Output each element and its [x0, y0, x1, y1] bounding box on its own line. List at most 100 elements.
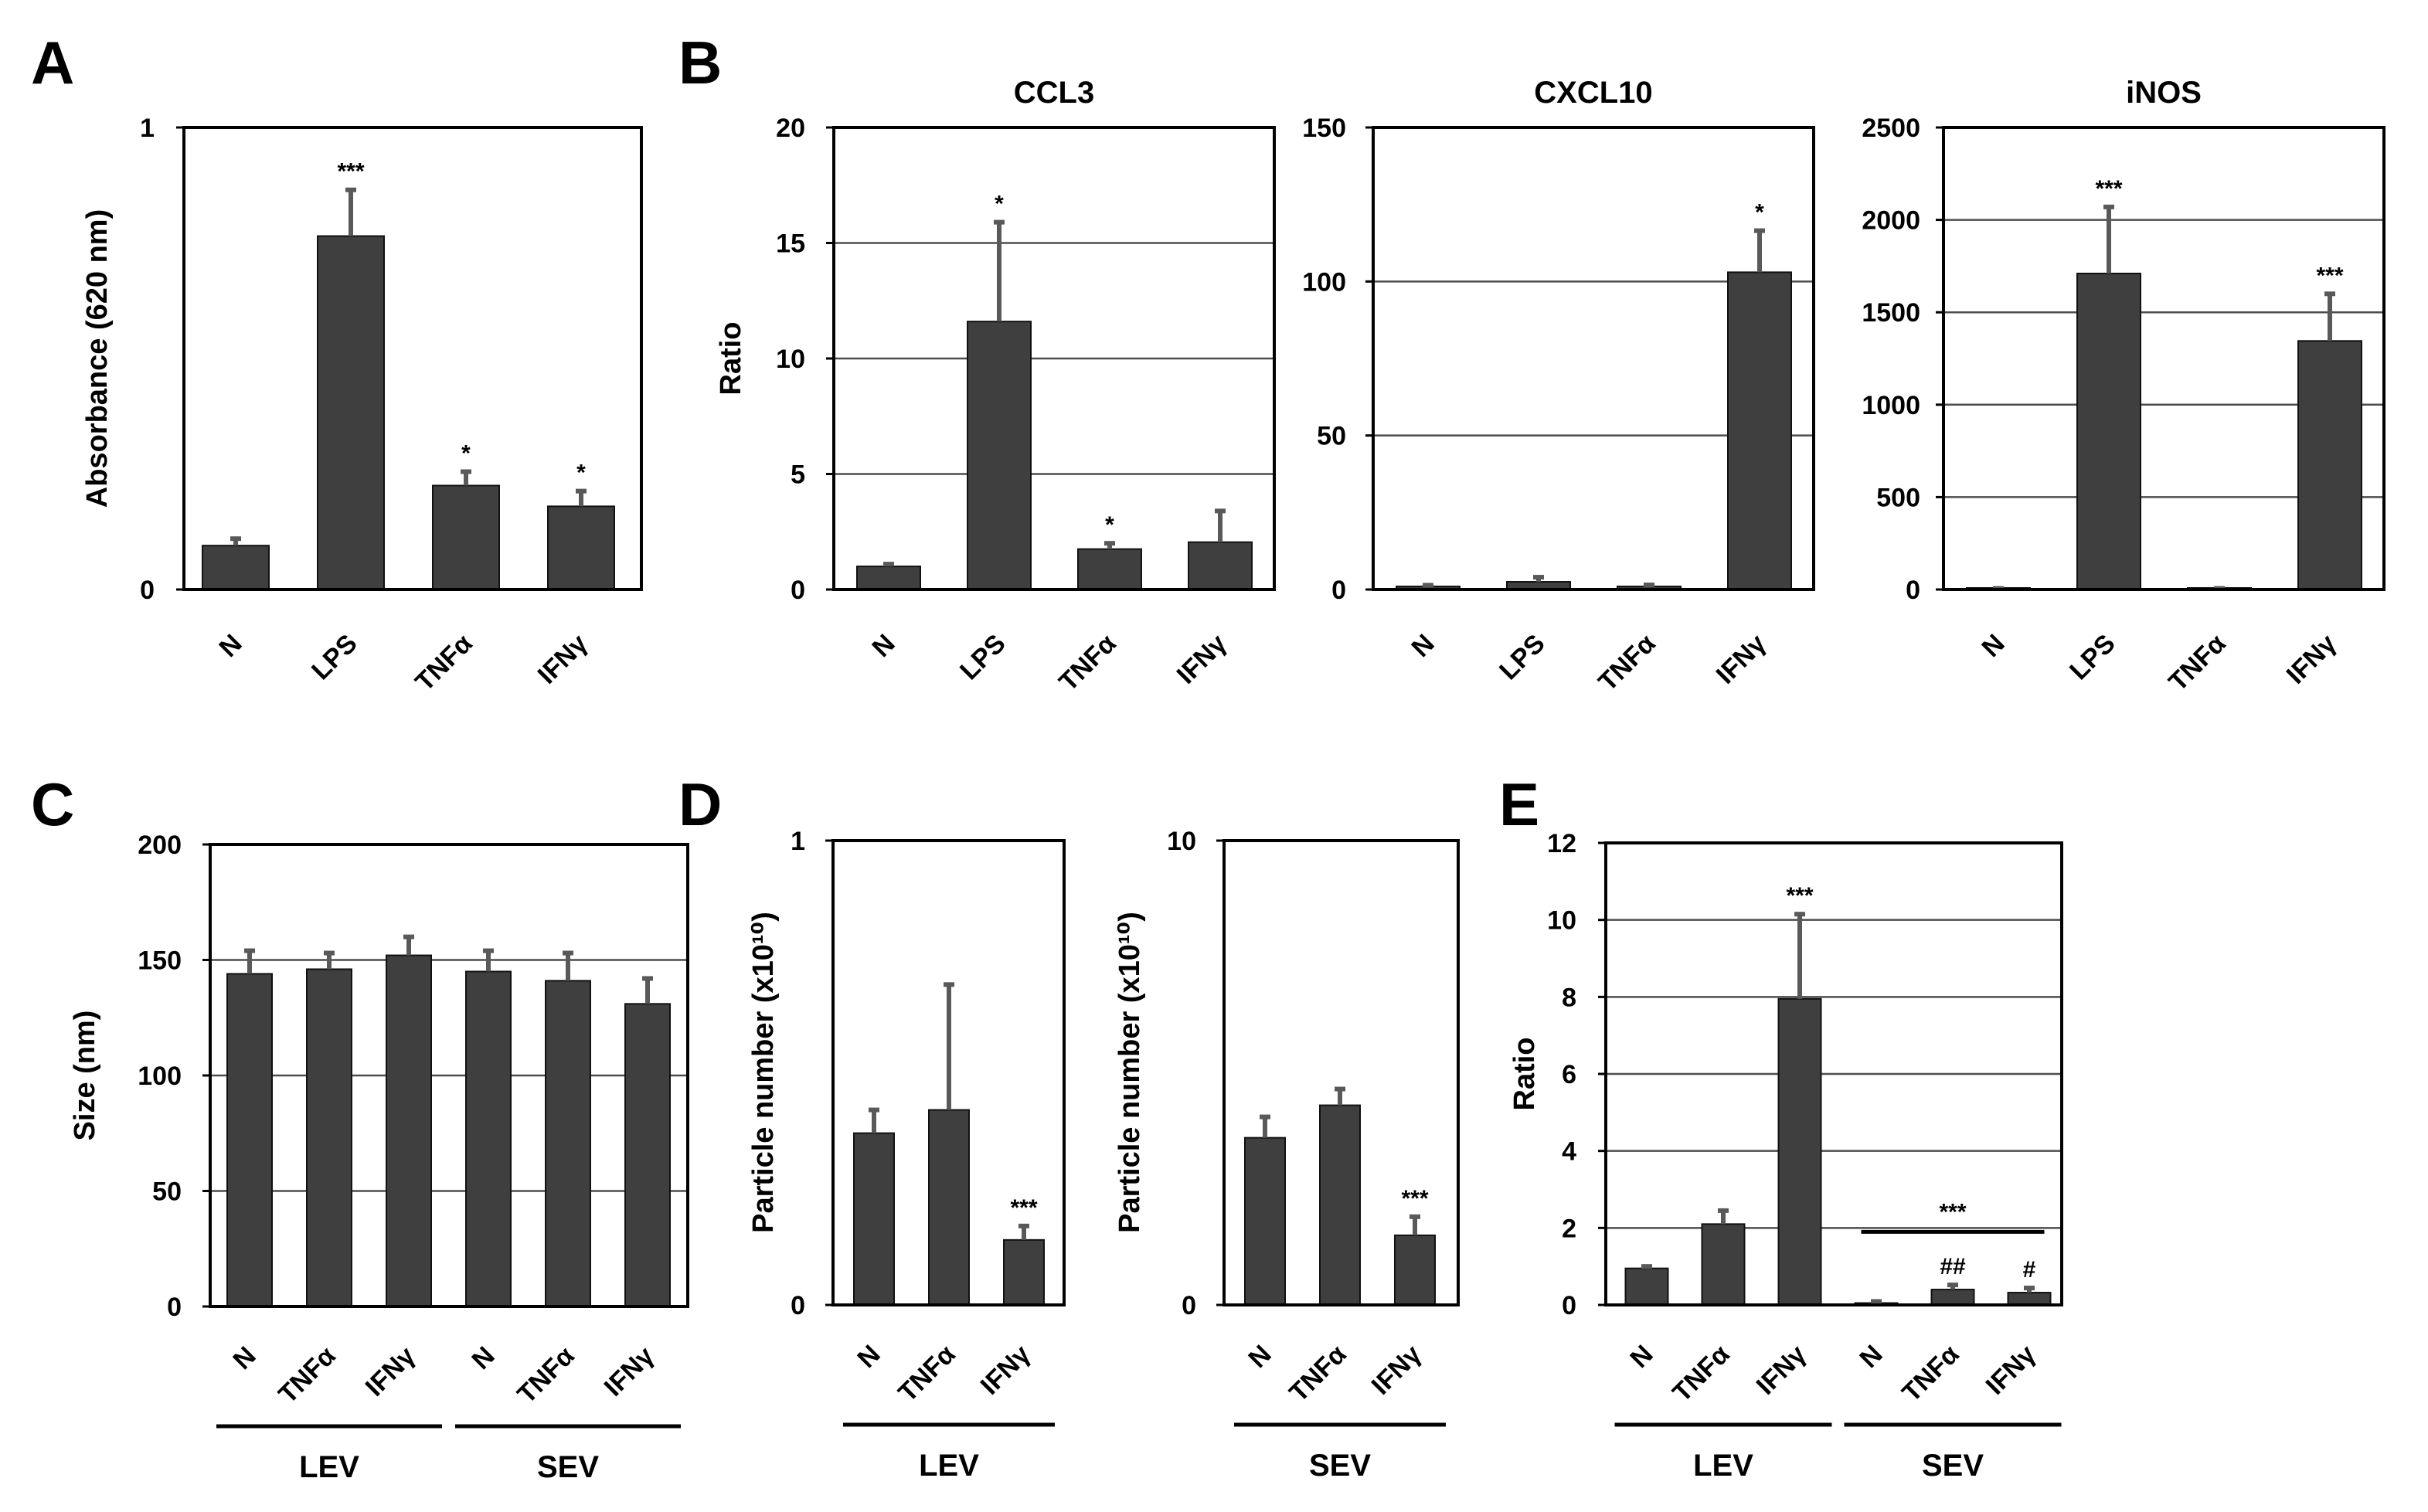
bar	[928, 1109, 970, 1306]
bar	[226, 973, 273, 1307]
bar	[317, 235, 385, 590]
y-tick-label: 100	[138, 1062, 182, 1091]
bar	[202, 545, 270, 591]
y-axis-label: Absorbance (620 nm)	[81, 209, 114, 508]
bar	[547, 505, 615, 590]
y-tick-label: 4	[1562, 1137, 1576, 1167]
y-tick-label: 20	[776, 114, 805, 143]
y-tick-label: 0	[1331, 576, 1346, 605]
significance-label: ***	[2095, 176, 2122, 202]
plot-frame	[1942, 126, 2385, 591]
chart-title: CXCL10	[1534, 76, 1652, 110]
y-tick-label: 0	[1182, 1291, 1196, 1320]
chart-title: CCL3	[1014, 76, 1094, 110]
bar	[1624, 1267, 1669, 1306]
y-tick-label: 500	[1876, 483, 1920, 512]
bar	[465, 970, 512, 1307]
plot-frame	[1372, 126, 1815, 591]
y-tick-label: 2500	[1862, 114, 1920, 143]
group-label: LEV	[299, 1450, 359, 1484]
y-tick-label: 8	[1562, 983, 1576, 1012]
y-tick-label: 10	[1547, 906, 1576, 936]
y-tick-label: 2000	[1862, 206, 1920, 236]
y-axis-label: Ratio	[1508, 1038, 1541, 1111]
bar	[1930, 1289, 1975, 1306]
group-label: SEV	[1922, 1449, 1984, 1483]
y-tick-label: 0	[1562, 1291, 1576, 1320]
y-axis-label: Size (nm)	[69, 1011, 101, 1141]
group-label: SEV	[1309, 1449, 1371, 1483]
significance-label: ***	[1786, 883, 1813, 909]
y-tick-label: 150	[138, 946, 182, 976]
chart-panel-b3: N***LPS TNFα***IFNγ05001000150020002500iN…	[1862, 76, 2385, 697]
plot-frame	[1223, 839, 1460, 1306]
y-axis-label: Particle number (x10¹⁰)	[747, 912, 780, 1233]
significance-label: *	[995, 192, 1004, 217]
bar	[306, 968, 352, 1307]
significance-label: *	[1105, 512, 1114, 538]
y-tick-label: 200	[138, 831, 182, 860]
chart-title: iNOS	[2126, 76, 2202, 110]
significance-label: ***	[1401, 1186, 1428, 1211]
significance-label: *	[576, 460, 586, 486]
y-tick-label: 2	[1562, 1214, 1576, 1243]
y-tick-label: 50	[1317, 422, 1346, 451]
y-tick-label: 100	[1302, 267, 1346, 297]
bar	[2297, 340, 2362, 590]
significance-label: ***	[337, 159, 364, 185]
significance-label: *	[1755, 200, 1764, 226]
panel-label: B	[678, 29, 722, 97]
bar	[2076, 272, 2141, 590]
panel-label: D	[678, 770, 722, 838]
bar	[1319, 1104, 1361, 1306]
y-tick-label: 0	[791, 1291, 805, 1320]
y-tick-label: 0	[791, 576, 805, 605]
y-axis-label: Particle number (x10¹⁰)	[1114, 912, 1146, 1233]
bar	[1244, 1137, 1286, 1306]
group-label: SEV	[537, 1450, 599, 1484]
y-axis-label: Ratio	[715, 322, 747, 396]
bar	[545, 980, 591, 1308]
group-label: LEV	[1693, 1449, 1753, 1483]
significance-label: ***	[2316, 263, 2343, 288]
bar	[1394, 1234, 1436, 1306]
y-tick-label: 0	[140, 576, 155, 605]
bar	[967, 321, 1032, 590]
y-tick-label: 0	[167, 1293, 182, 1322]
plot-frame	[182, 126, 643, 591]
bracket-label: ***	[1939, 1199, 1966, 1225]
bar	[1777, 997, 1822, 1306]
significance-label: ##	[1940, 1254, 1966, 1279]
plot-frame	[831, 839, 1066, 1306]
bar	[2007, 1292, 2052, 1306]
bar	[386, 954, 432, 1308]
panel-label: A	[31, 29, 74, 97]
panel-label: C	[31, 770, 74, 838]
y-tick-label: 5	[791, 460, 805, 490]
y-tick-label: 1	[140, 114, 155, 143]
y-tick-label: 1	[791, 827, 805, 856]
y-tick-label: 10	[1167, 827, 1196, 856]
y-tick-label: 10	[776, 345, 805, 374]
bar	[1727, 271, 1792, 590]
panel-label: E	[1499, 770, 1539, 838]
bar	[1003, 1238, 1045, 1306]
group-label: LEV	[919, 1449, 979, 1483]
y-tick-label: 1000	[1862, 391, 1920, 420]
bar	[853, 1132, 895, 1306]
y-tick-label: 6	[1562, 1060, 1576, 1089]
bar	[1188, 541, 1253, 591]
significance-label: ***	[1010, 1195, 1037, 1221]
y-tick-label: 15	[776, 229, 805, 259]
y-tick-label: 1500	[1862, 298, 1920, 328]
bar	[432, 484, 500, 591]
y-tick-label: 12	[1547, 829, 1576, 858]
bar	[624, 1003, 671, 1308]
bar	[856, 566, 921, 590]
